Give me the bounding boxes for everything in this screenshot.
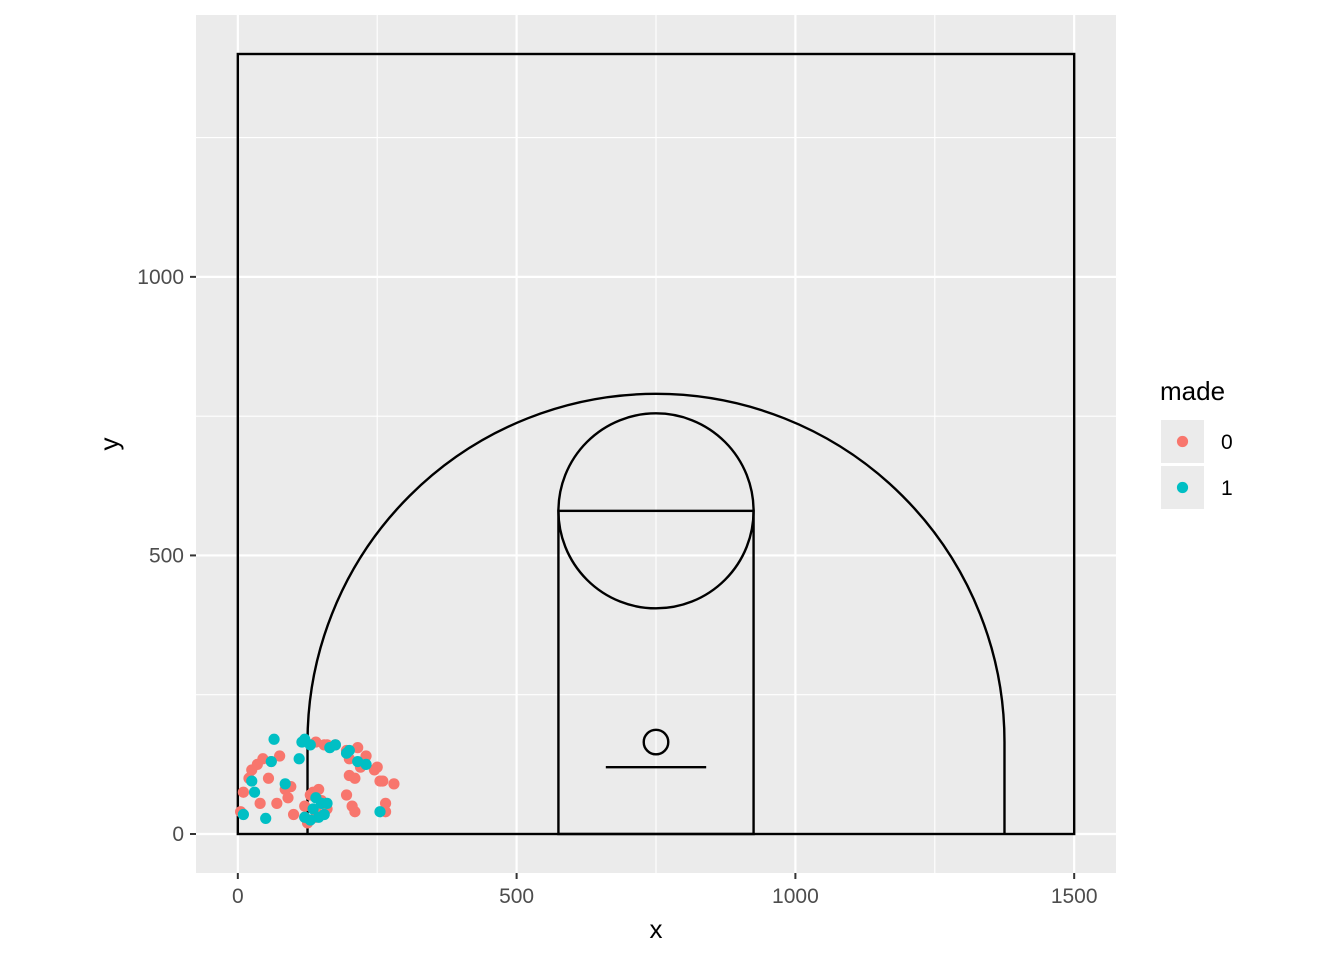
y-tick-label: 1000 [137,266,184,289]
shot-point-made-0 [262,772,275,784]
shot-point-made-0 [340,789,353,801]
legend: made 01 [1160,376,1233,509]
shot-point-made-1 [293,753,305,765]
x-axis-title: x [650,914,663,944]
shot-point-made-1 [260,812,272,825]
hoop [642,728,670,756]
shot-point-made-0 [388,778,400,790]
shot-point-made-1 [279,778,291,790]
shot-point-made-0 [371,761,383,773]
shot-point-made-0 [287,808,300,821]
shot-point-made-1 [343,744,355,757]
x-tick-label: 1500 [1051,885,1098,908]
shot-point-made-0 [349,806,361,818]
shot-point-made-1 [237,808,249,821]
y-axis-title: y [94,438,124,451]
shot-point-made-0 [254,797,266,809]
y-tick-label: 500 [149,544,184,567]
paint-key [557,509,755,836]
legend-label-1: 1 [1221,477,1233,500]
shot-point-made-0 [271,797,283,809]
shot-point-made-0 [343,769,355,782]
shot-point-made-1 [321,797,333,809]
free-throw-circle [557,412,755,610]
shot-point-made-0 [377,775,389,787]
shot-point-made-1 [307,803,319,815]
x-tick-label: 0 [232,885,244,908]
legend-key-1 [1176,481,1189,494]
shot-point-made-0 [274,750,286,762]
shot-point-made-0 [360,750,372,762]
data-points [235,733,400,829]
shot-point-made-1 [268,733,280,745]
shot-point-made-0 [379,797,392,809]
shot-point-made-1 [265,755,277,768]
shot-point-made-0 [282,792,294,804]
grid-minor [196,15,1116,873]
legend-key-0 [1176,435,1189,448]
shot-point-made-1 [374,806,386,818]
shot-point-made-0 [237,786,249,798]
x-tick-label: 1000 [772,885,819,908]
y-tick-label: 0 [172,823,184,846]
legend-entries: 01 [1161,420,1233,509]
shot-point-made-1 [318,808,330,821]
court-lines [236,52,1076,836]
legend-label-0: 0 [1221,431,1233,454]
shot-point-made-1 [304,739,316,751]
shot-point-made-1 [248,786,261,798]
legend-title: made [1160,376,1225,406]
x-tick-label: 500 [499,885,534,908]
axes: 0 500 1000 1500 0 500 1000 [137,266,1097,908]
shot-point-made-1 [360,758,372,770]
shot-point-made-1 [304,814,316,826]
shot-point-made-1 [329,739,341,751]
shot-point-made-1 [246,775,258,787]
